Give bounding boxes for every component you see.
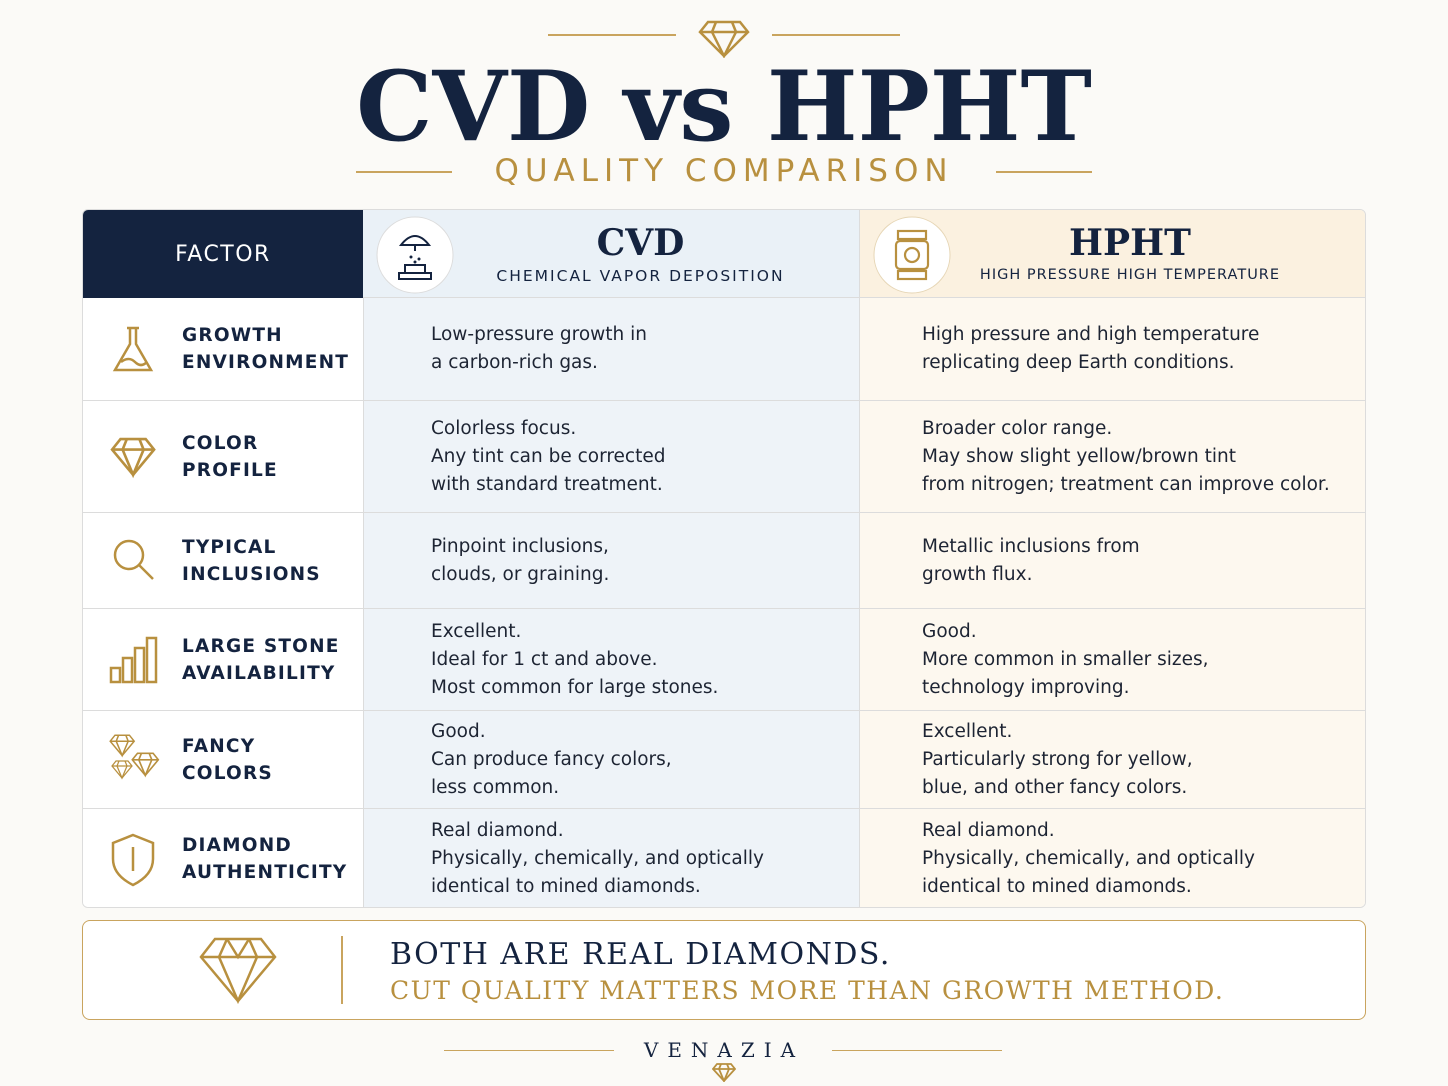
factor-label: FANCY bbox=[182, 735, 256, 757]
cell-text: technology improving. bbox=[922, 676, 1130, 698]
factor-label: DIAMOND bbox=[182, 834, 292, 856]
factor-label: AUTHENTICITY bbox=[182, 861, 348, 883]
brand-diamond-icon bbox=[712, 1063, 736, 1082]
factor-cell: FANCY COLORS bbox=[83, 711, 363, 809]
cell-text: More common in smaller sizes, bbox=[922, 648, 1209, 670]
column-title: HPHT bbox=[1069, 222, 1191, 264]
cvd-cell: Pinpoint inclusions, clouds, or graining. bbox=[363, 513, 859, 609]
column-subtitle: CHEMICAL VAPOR DEPOSITION bbox=[496, 267, 785, 285]
factor-label: ENVIRONMENT bbox=[182, 352, 350, 373]
cell-text: from nitrogen; treatment can improve col… bbox=[922, 473, 1330, 495]
cvd-cell: Real diamond. Physically, chemically, and… bbox=[363, 809, 859, 907]
top-diamond-icon bbox=[698, 20, 750, 58]
row-icon bbox=[113, 539, 154, 580]
cvd-cell: Low-pressure growth in a carbon-rich gas. bbox=[363, 298, 859, 401]
cell-text: with standard treatment. bbox=[431, 473, 663, 495]
divider bbox=[341, 936, 343, 1004]
divider bbox=[996, 171, 1092, 173]
brand: VENAZIA bbox=[643, 1038, 805, 1062]
cvd-cell: Excellent. Ideal for 1 ct and above. Most … bbox=[363, 609, 859, 711]
cell-text: May show slight yellow/brown tint bbox=[922, 445, 1237, 467]
divider bbox=[548, 34, 676, 36]
column-header: CVD CHEMICAL VAPOR DEPOSITION bbox=[363, 210, 859, 298]
footer-line: CUT QUALITY MATTERS MORE THAN GROWTH MET… bbox=[390, 976, 1225, 1005]
row-icon bbox=[109, 636, 158, 684]
cvd-cell: Good. Can produce fancy colors, less commo… bbox=[363, 711, 859, 809]
cell-text: Broader color range. bbox=[922, 417, 1113, 439]
cell-text: Good. bbox=[431, 720, 486, 742]
column-header: FACTOR bbox=[83, 210, 363, 298]
cell-text: Metallic inclusions from bbox=[922, 535, 1140, 557]
footer-box: BOTH ARE REAL DIAMONDS. CUT QUALITY MATT… bbox=[82, 920, 1366, 1020]
factor-label: TYPICAL bbox=[182, 536, 277, 558]
cell-text: identical to mined diamonds. bbox=[922, 875, 1192, 897]
cvd-cell: Colorless focus. Any tint can be correcte… bbox=[363, 401, 859, 513]
cvd-icon bbox=[376, 216, 454, 294]
cell-text: Pinpoint inclusions, bbox=[431, 535, 609, 557]
column-header: HPHT HIGH PRESSURE HIGH TEMPERATURE bbox=[859, 210, 1365, 298]
subtitle: QUALITY COMPARISON bbox=[494, 153, 954, 189]
cell-text: Most common for large stones. bbox=[431, 676, 719, 698]
factor-cell: GROWTH ENVIRONMENT bbox=[83, 298, 363, 401]
cell-text: Particularly strong for yellow, bbox=[922, 748, 1193, 770]
hpht-cell: Good. More common in smaller sizes, techno… bbox=[859, 609, 1365, 711]
factor-cell: LARGE STONE AVAILABILITY bbox=[83, 609, 363, 711]
factor-label: INCLUSIONS bbox=[182, 563, 321, 585]
cell-text: a carbon-rich gas. bbox=[431, 352, 598, 373]
row-icon bbox=[112, 326, 154, 371]
cell-text: Good. bbox=[922, 620, 977, 642]
divider bbox=[772, 34, 900, 36]
cell-text: Real diamond. bbox=[431, 819, 564, 841]
hpht-icon bbox=[873, 216, 951, 294]
cell-text: Ideal for 1 ct and above. bbox=[431, 648, 658, 670]
cell-text: Can produce fancy colors, bbox=[431, 748, 672, 770]
factor-label: LARGE STONE bbox=[182, 635, 340, 657]
factor-label: COLORS bbox=[182, 762, 273, 784]
cell-text: Any tint can be corrected bbox=[431, 445, 666, 467]
factor-cell: COLOR PROFILE bbox=[83, 401, 363, 513]
factor-label: AVAILABILITY bbox=[182, 662, 336, 684]
hpht-cell: Real diamond. Physically, chemically, and… bbox=[859, 809, 1365, 907]
cell-text: less common. bbox=[431, 776, 560, 798]
cell-text: clouds, or graining. bbox=[431, 563, 610, 585]
cell-text: Low-pressure growth in bbox=[431, 324, 648, 345]
cell-text: High pressure and high temperature bbox=[922, 324, 1260, 345]
divider bbox=[444, 1050, 614, 1051]
cell-text: growth flux. bbox=[922, 563, 1033, 585]
factor-label: COLOR bbox=[182, 432, 259, 454]
row-icon bbox=[110, 437, 156, 479]
hpht-cell: Metallic inclusions from growth flux. bbox=[859, 513, 1365, 609]
column-title: CVD bbox=[596, 222, 685, 264]
divider bbox=[832, 1050, 1002, 1051]
hpht-cell: Excellent. Particularly strong for yellow… bbox=[859, 711, 1365, 809]
cell-text: Physically, chemically, and optically bbox=[431, 847, 764, 869]
cell-text: Physically, chemically, and optically bbox=[922, 847, 1255, 869]
comparison-table: FACTOR CVD CHEMICAL VAPOR DEPOSITION HPH… bbox=[82, 209, 1366, 908]
title: CVD vs HPHT bbox=[356, 50, 1092, 163]
cell-text: Excellent. bbox=[922, 720, 1013, 742]
cell-text: Colorless focus. bbox=[431, 417, 577, 439]
hpht-cell: High pressure and high temperature replic… bbox=[859, 298, 1365, 401]
cell-text: identical to mined diamonds. bbox=[431, 875, 701, 897]
row-icon bbox=[111, 833, 155, 887]
cell-text: Excellent. bbox=[431, 620, 522, 642]
factor-cell: TYPICAL INCLUSIONS bbox=[83, 513, 363, 609]
cell-text: replicating deep Earth conditions. bbox=[922, 352, 1235, 373]
factor-label: GROWTH bbox=[182, 325, 283, 346]
footer-diamond-icon bbox=[199, 937, 277, 1005]
factor-cell: DIAMOND AUTHENTICITY bbox=[83, 809, 363, 907]
column-subtitle: HIGH PRESSURE HIGH TEMPERATURE bbox=[979, 267, 1281, 283]
cell-text: blue, and other fancy colors. bbox=[922, 776, 1188, 798]
factor-label: PROFILE bbox=[182, 459, 278, 481]
cell-text: Real diamond. bbox=[922, 819, 1055, 841]
divider bbox=[356, 171, 452, 173]
footer-line: BOTH ARE REAL DIAMONDS. bbox=[390, 937, 891, 972]
row-icon bbox=[109, 734, 160, 780]
hpht-cell: Broader color range. May show slight yell… bbox=[859, 401, 1365, 513]
